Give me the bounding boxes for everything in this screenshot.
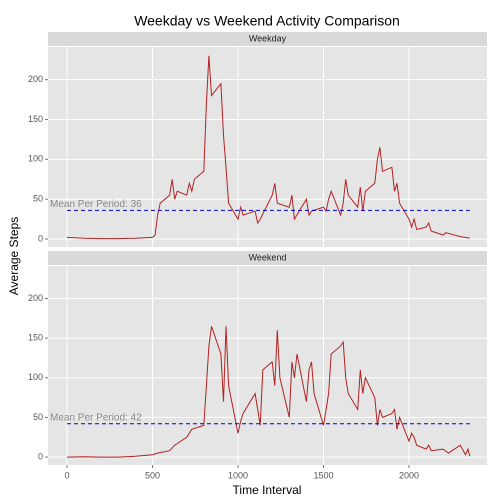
chart-title: Weekday vs Weekend Activity Comparison [134,13,400,29]
strip-label: Weekday [249,33,287,43]
y-tick-label: 200 [28,74,43,84]
x-tick-label: 1000 [228,470,248,480]
y-tick-label: 150 [28,333,43,343]
mean-annotation: Mean Per Period: 42 [50,412,142,423]
y-tick-label: 0 [38,233,43,243]
x-axis-label: Time Interval [233,483,302,497]
data-line [66,326,471,458]
y-tick-label: 50 [33,194,43,204]
y-tick-label: 100 [28,372,43,382]
x-tick-label: 500 [145,470,160,480]
x-tick-label: 0 [64,470,69,480]
x-tick-label: 1500 [313,470,333,480]
y-axis-label: Average Steps [7,217,21,296]
x-tick-label: 2000 [399,470,419,480]
y-tick-label: 200 [28,293,43,303]
y-tick-label: 0 [38,451,43,461]
y-tick-label: 100 [28,154,43,164]
strip-label: Weekend [249,252,287,262]
y-tick-label: 50 [33,412,43,422]
strip [48,251,487,265]
y-tick-label: 150 [28,114,43,124]
mean-annotation: Mean Per Period: 36 [50,199,142,210]
data-line [66,55,470,240]
strip [48,32,487,46]
panel-background [48,47,487,247]
